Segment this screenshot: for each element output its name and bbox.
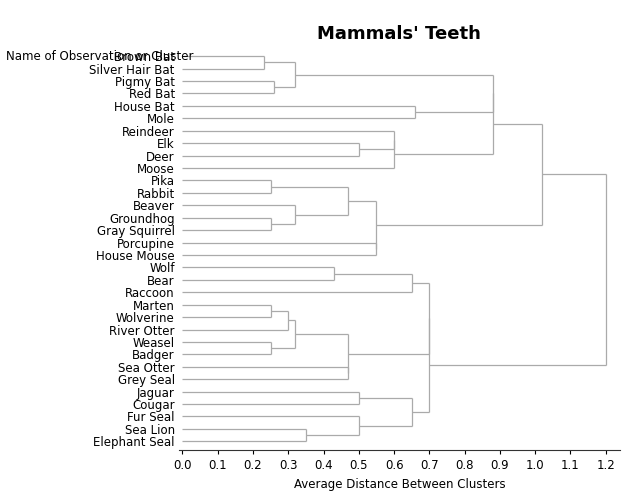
- X-axis label: Average Distance Between Clusters: Average Distance Between Clusters: [293, 478, 505, 490]
- Title: Mammals' Teeth: Mammals' Teeth: [318, 25, 481, 43]
- Text: Name of Observation or Cluster: Name of Observation or Cluster: [6, 50, 194, 63]
